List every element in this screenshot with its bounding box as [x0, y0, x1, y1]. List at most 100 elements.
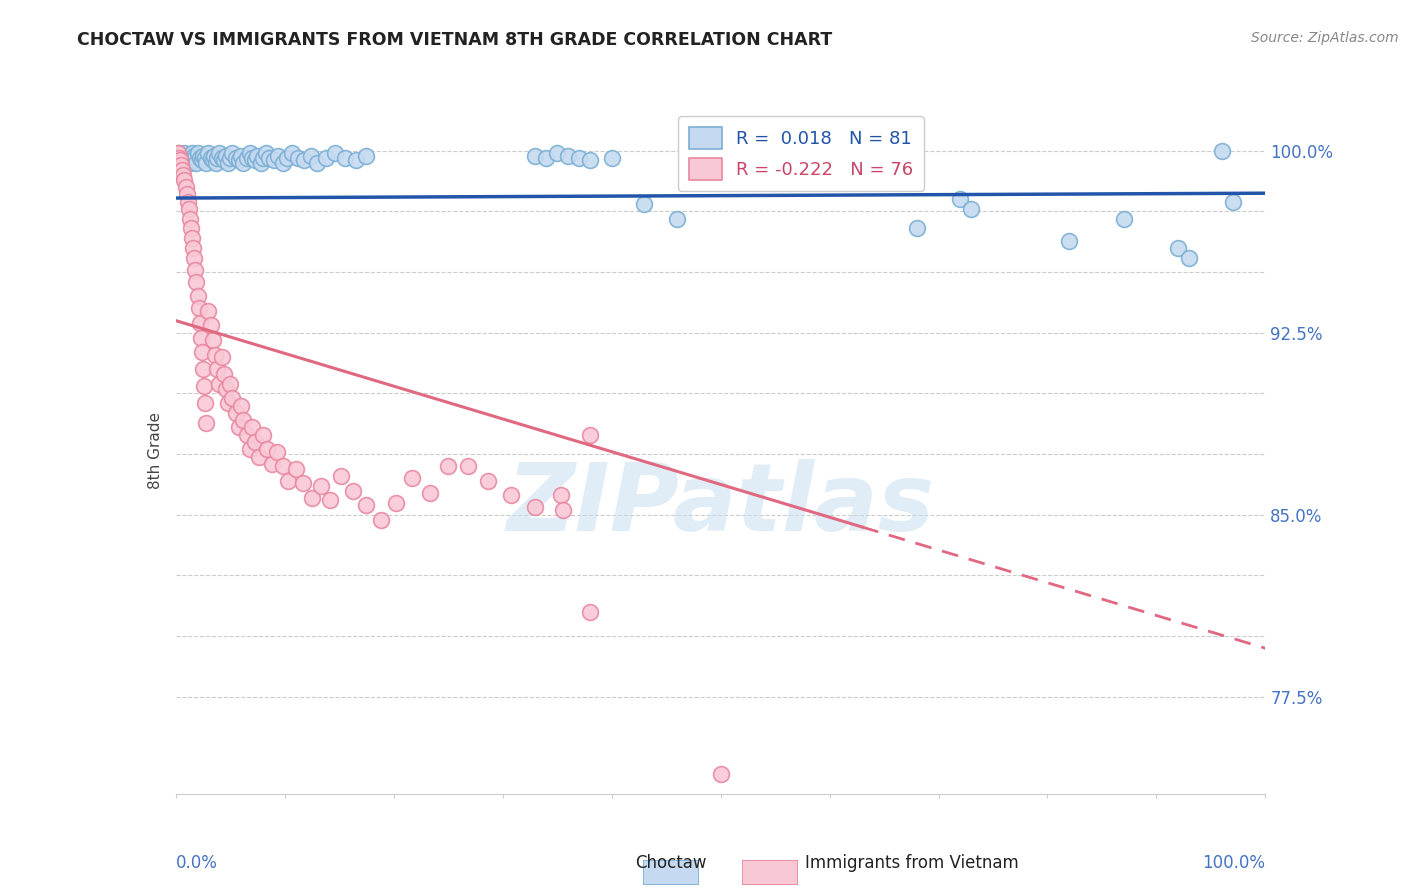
Point [187, 301, 209, 316]
Point [169, 153, 191, 168]
Point [200, 318, 222, 333]
Point [180, 151, 202, 165]
Text: 0.0%: 0.0% [176, 855, 218, 872]
Point [309, 478, 332, 492]
Point [191, 362, 214, 376]
Point [307, 156, 329, 170]
Point [190, 330, 212, 344]
Point [188, 316, 211, 330]
Point [174, 180, 197, 194]
Point [666, 211, 689, 226]
Point [1211, 144, 1233, 158]
Point [194, 151, 217, 165]
Point [191, 153, 214, 168]
Point [231, 399, 253, 413]
Point [245, 153, 267, 168]
Point [173, 146, 195, 161]
Point [211, 350, 233, 364]
Point [235, 151, 257, 165]
Point [401, 471, 423, 485]
Point [180, 221, 202, 235]
Point [579, 605, 602, 619]
Point [167, 146, 190, 161]
Point [271, 156, 294, 170]
Point [267, 148, 290, 162]
Point [284, 461, 307, 475]
Point [254, 146, 277, 161]
Point [457, 459, 479, 474]
Point [215, 148, 238, 162]
Point [208, 376, 231, 391]
Point [524, 148, 547, 162]
Point [177, 148, 200, 162]
Point [550, 488, 572, 502]
Point [208, 146, 231, 161]
Point [232, 413, 254, 427]
Text: Choctaw: Choctaw [636, 855, 706, 872]
Point [188, 151, 211, 165]
Point [557, 148, 579, 162]
Point [276, 151, 298, 165]
Point [323, 146, 346, 161]
Point [249, 156, 271, 170]
Point [356, 148, 378, 162]
Point [202, 148, 225, 162]
Point [217, 396, 239, 410]
Point [170, 158, 193, 172]
Point [186, 275, 208, 289]
Point [174, 151, 197, 165]
Point [170, 148, 193, 162]
FancyBboxPatch shape [742, 860, 799, 885]
Point [228, 153, 250, 168]
Point [205, 156, 228, 170]
Point [205, 362, 228, 376]
Point [905, 221, 928, 235]
Point [167, 151, 190, 165]
Point [177, 194, 200, 209]
Point [232, 156, 254, 170]
Point [319, 493, 342, 508]
FancyBboxPatch shape [643, 860, 699, 885]
Point [287, 151, 309, 165]
Point [195, 156, 218, 170]
Point [193, 379, 215, 393]
Point [172, 163, 194, 178]
Point [1222, 194, 1244, 209]
Point [186, 289, 209, 303]
Point [176, 187, 198, 202]
Point [235, 427, 257, 442]
Point [219, 151, 242, 165]
Point [225, 151, 247, 165]
Point [172, 156, 194, 170]
Point [633, 197, 655, 211]
Point [201, 153, 224, 168]
Legend: R =  0.018   N = 81, R = -0.222   N = 76: R = 0.018 N = 81, R = -0.222 N = 76 [678, 116, 924, 191]
Text: Source: ZipAtlas.com: Source: ZipAtlas.com [1251, 31, 1399, 45]
Point [301, 491, 323, 505]
Point [299, 148, 322, 162]
Point [240, 151, 263, 165]
Point [949, 192, 972, 206]
Point [204, 348, 226, 362]
Point [200, 151, 222, 165]
Point [225, 406, 247, 420]
Point [181, 146, 204, 161]
Point [501, 488, 523, 502]
Point [184, 262, 207, 277]
Point [259, 151, 281, 165]
Point [385, 495, 408, 509]
Point [186, 146, 209, 161]
Point [579, 153, 602, 168]
Point [419, 486, 441, 500]
Point [239, 442, 262, 457]
Point [1057, 234, 1080, 248]
Point [240, 420, 263, 434]
Point [183, 251, 205, 265]
Point [211, 151, 233, 165]
Point [197, 304, 219, 318]
Point [201, 333, 224, 347]
Point [315, 151, 337, 165]
Point [172, 151, 194, 165]
Point [176, 153, 198, 168]
Point [221, 392, 243, 406]
